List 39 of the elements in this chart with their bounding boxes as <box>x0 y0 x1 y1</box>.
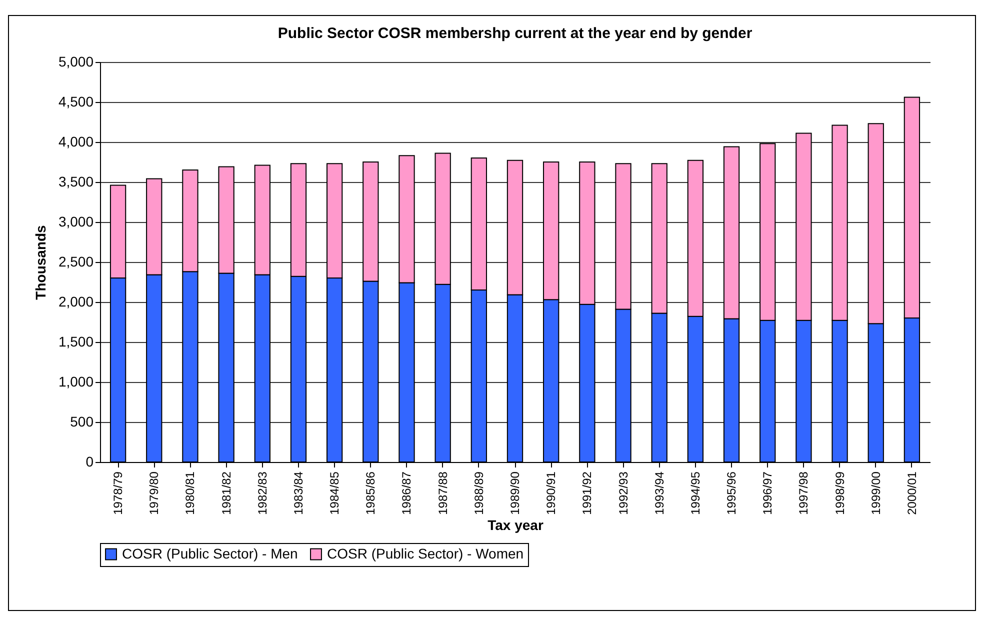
x-tick-label: 1978/79 <box>111 471 126 515</box>
y-tick-label: 1,500 <box>58 334 94 350</box>
y-tick-label: 5,000 <box>58 54 94 70</box>
x-tick-label: 1989/90 <box>508 471 522 515</box>
x-tick-label: 1983/84 <box>291 471 306 515</box>
x-tick-label: 2000/01 <box>904 471 919 515</box>
y-tick-label: 4,500 <box>58 94 94 110</box>
chart-title: Public Sector COSR membershp current at the year end by gender <box>278 25 752 42</box>
y-tick-label: 500 <box>70 414 94 430</box>
x-tick-label: 1984/85 <box>328 471 342 515</box>
x-tick-label: 1979/80 <box>147 471 162 515</box>
y-tick-label: 4,000 <box>58 134 94 150</box>
x-tick-label: 1990/91 <box>544 471 558 515</box>
y-axis-title: Thousands <box>32 224 48 300</box>
x-tick-label: 1985/86 <box>364 471 378 515</box>
legend-label: COSR (Public Sector) - Women <box>327 545 524 562</box>
x-tick-label: 1996/97 <box>760 471 775 515</box>
y-tick-label: 0 <box>86 454 94 470</box>
x-tick-label: 1981/82 <box>219 471 234 515</box>
x-tick-label: 1995/96 <box>724 471 739 515</box>
legend-label: COSR (Public Sector) - Men <box>122 545 298 562</box>
x-tick-label: 1991/92 <box>580 471 594 515</box>
x-tick-label: 1994/95 <box>688 471 702 515</box>
y-tick-label: 3,000 <box>58 214 94 230</box>
x-tick-label: 1988/89 <box>472 471 486 515</box>
y-tick-label: 1,000 <box>58 374 94 390</box>
x-tick-label: 1997/98 <box>796 471 811 515</box>
x-tick-label: 1982/83 <box>255 471 270 515</box>
x-tick-label: 1998/99 <box>832 471 847 515</box>
x-axis-title: Tax year <box>488 516 544 533</box>
x-tick-label: 1987/88 <box>436 471 450 515</box>
y-tick-label: 3,500 <box>58 174 94 190</box>
y-tick-label: 2,500 <box>58 254 94 270</box>
x-tick-label: 1986/87 <box>400 471 414 515</box>
x-tick-label: 1992/93 <box>616 471 630 515</box>
y-tick-label: 2,000 <box>58 294 94 310</box>
x-tick-label: 1999/00 <box>868 471 883 515</box>
x-tick-label: 1980/81 <box>183 471 198 515</box>
x-tick-label: 1993/94 <box>652 471 666 515</box>
